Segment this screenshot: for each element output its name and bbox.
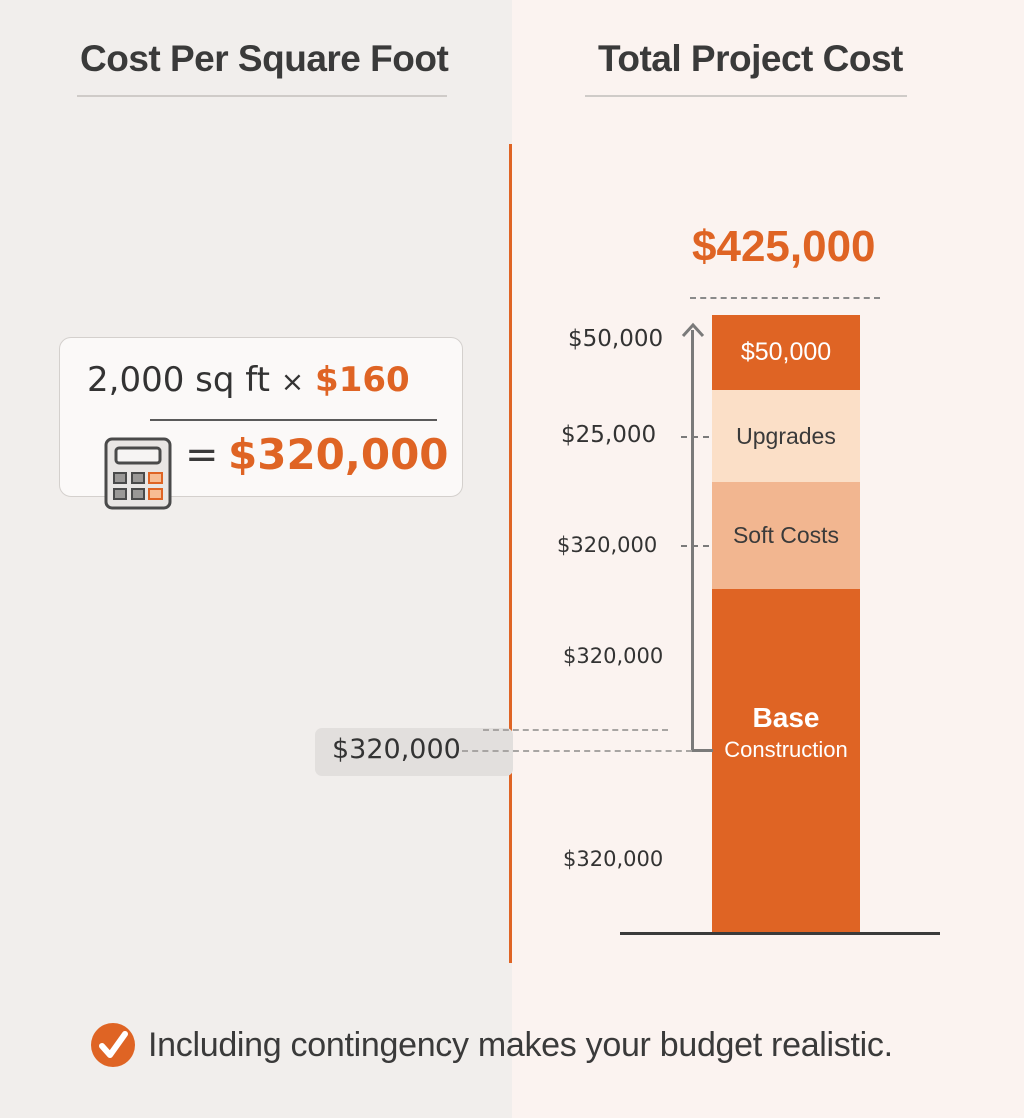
- formula-rate: $160: [315, 360, 410, 400]
- bar-segment-contingency: $50,000: [712, 315, 860, 390]
- right-title-rule: [585, 95, 907, 97]
- axis-label: $320,000: [557, 533, 658, 557]
- segment-label-line1: Base: [752, 702, 820, 733]
- segment-label: Soft Costs: [732, 522, 840, 548]
- bar-segment-soft-costs: Soft Costs: [712, 482, 860, 589]
- bar-segment-upgrades: Upgrades: [712, 390, 860, 482]
- right-panel-title: Total Project Cost: [598, 38, 903, 79]
- check-circle-icon: [91, 1023, 135, 1067]
- left-title-rule: [77, 95, 447, 97]
- axis-label: $25,000: [561, 422, 657, 448]
- total-cost-value: $425,000: [692, 222, 876, 271]
- axis-arrow-line: [691, 330, 694, 751]
- axis-label: $320,000: [563, 644, 664, 668]
- formula-equals: =: [185, 432, 219, 478]
- formula-result: $320,000: [228, 430, 449, 479]
- total-dashed-line: [690, 297, 880, 299]
- footer-note: Including contingency makes your budget …: [90, 1022, 893, 1068]
- axis-label: $50,000: [568, 326, 664, 352]
- callout-dash-lower: [462, 750, 692, 752]
- segment-label: Upgrades: [736, 422, 836, 449]
- left-panel-title: Cost Per Square Foot: [80, 38, 449, 79]
- tick-dash-soft: [681, 545, 709, 547]
- segment-label: $50,000: [740, 338, 832, 366]
- formula-rule: [150, 419, 437, 421]
- callout-dash-upper: [483, 729, 668, 731]
- calculator-icon: [104, 437, 172, 510]
- footer-text: Including contingency makes your budget …: [148, 1025, 893, 1064]
- axis-label: $320,000: [563, 847, 664, 871]
- chart-baseline: [620, 932, 940, 935]
- arrow-up-icon: [681, 322, 705, 338]
- tick-dash-upgrades: [681, 436, 709, 438]
- segment-label-line2: Construction: [724, 737, 848, 762]
- bar-segment-base-construction: Base Construction: [712, 589, 860, 933]
- callout-value: $320,000: [332, 734, 461, 765]
- callout-box: [315, 728, 513, 776]
- panel-divider: [509, 144, 512, 963]
- formula-area: 2,000 sq ft: [87, 360, 270, 400]
- formula-operator: ×: [280, 365, 305, 398]
- formula-expression: 2,000 sq ft × $160: [87, 360, 410, 400]
- axis-foot: [691, 749, 713, 752]
- left-panel: [0, 0, 512, 1118]
